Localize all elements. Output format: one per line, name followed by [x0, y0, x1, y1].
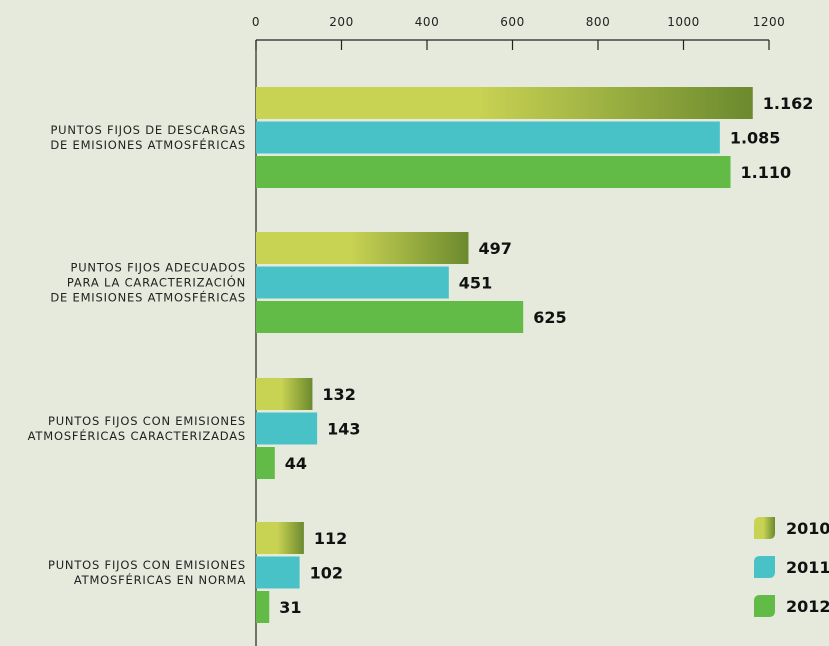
- legend-swatch-2012: [754, 595, 775, 617]
- bar-2010: [256, 232, 469, 264]
- data-label: 1.110: [741, 163, 792, 182]
- x-tick-label: 400: [415, 15, 439, 29]
- legend-label-2010: 2010: [786, 519, 829, 538]
- x-tick-label: 1200: [753, 15, 786, 29]
- data-label: 451: [459, 274, 492, 293]
- x-tick-label: 0: [252, 15, 260, 29]
- x-tick-label: 600: [500, 15, 524, 29]
- data-label: 44: [285, 454, 307, 473]
- category-label: PUNTOS FIJOS ADECUADOS PARA LA CARACTERIZ…: [50, 261, 246, 305]
- bar-2010: [256, 522, 304, 554]
- legend-label-2012: 2012: [786, 597, 829, 616]
- legend-label-2011: 2011: [786, 558, 829, 577]
- bar-2011: [256, 121, 720, 154]
- bar-2010: [256, 87, 753, 119]
- data-label: 102: [310, 564, 343, 583]
- legend-swatch-2010: [754, 517, 775, 539]
- data-label: 31: [279, 598, 301, 617]
- x-tick-label: 800: [586, 15, 610, 29]
- bar-2011: [256, 266, 449, 299]
- bar-2010: [256, 378, 313, 410]
- bar-2012: [256, 156, 731, 188]
- legend-swatch-2011: [754, 556, 775, 578]
- x-tick-label: 1000: [667, 15, 700, 29]
- data-label: 112: [314, 529, 347, 548]
- bar-2012: [256, 301, 524, 333]
- bars: 1.162 497 132 112 1.085 451 143 102 1.110 625 44 31: [256, 87, 813, 623]
- bar-2012: [256, 447, 275, 479]
- x-tick-label: 200: [329, 15, 353, 29]
- bar-2011: [256, 412, 318, 445]
- data-label: 1.162: [763, 94, 814, 113]
- data-label: 1.085: [730, 129, 781, 148]
- category-label: PUNTOS FIJOS DE DESCARGAS DE EMISIONES AT…: [50, 123, 246, 152]
- bar-2011: [256, 556, 300, 589]
- data-label: 143: [327, 420, 360, 439]
- category-label: PUNTOS FIJOS CON EMISIONES ATMOSFÉRICAS C…: [28, 414, 246, 443]
- data-label: 625: [533, 308, 566, 327]
- category-label: PUNTOS FIJOS CON EMISIONES ATMOSFÉRICAS E…: [48, 558, 246, 587]
- data-label: 497: [478, 239, 511, 258]
- bar-2012: [256, 591, 270, 623]
- category-labels: PUNTOS FIJOS DE DESCARGAS DE EMISIONES AT…: [28, 123, 246, 587]
- legend: 2010 2011 2012: [754, 517, 829, 617]
- data-label: 132: [322, 385, 355, 404]
